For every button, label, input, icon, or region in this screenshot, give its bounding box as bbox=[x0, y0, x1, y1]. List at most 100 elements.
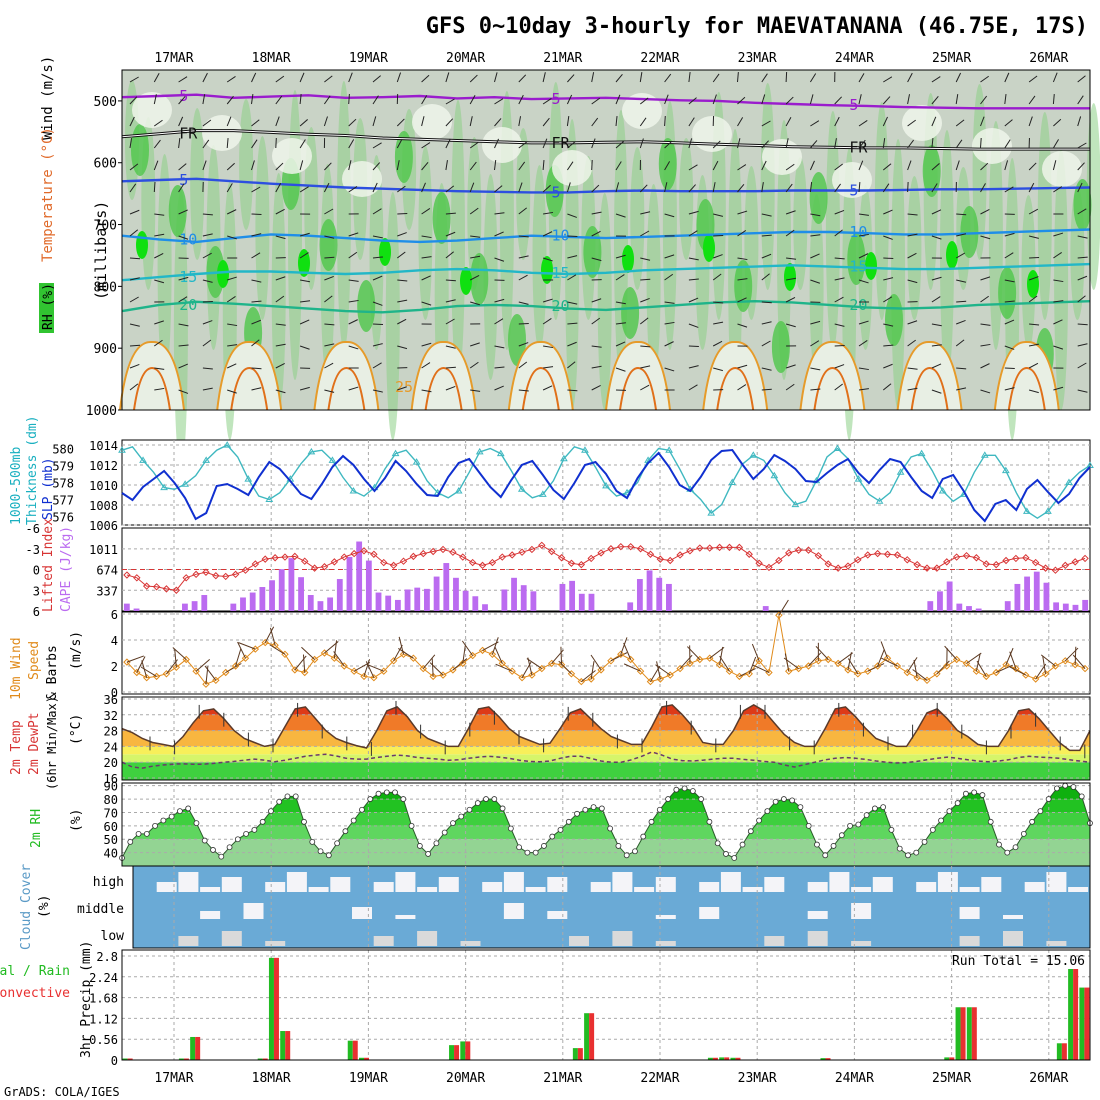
wind-speed-point bbox=[518, 673, 526, 682]
rh-point bbox=[367, 796, 374, 802]
cloud-label: Cloud Cover bbox=[19, 864, 34, 950]
wind-barb bbox=[761, 273, 770, 281]
cape-tick-label: 337 bbox=[96, 584, 118, 598]
date-label-top: 23MAR bbox=[738, 51, 777, 66]
cloud-middle-bar bbox=[503, 903, 524, 919]
wind-barb bbox=[956, 233, 967, 237]
wind-barb bbox=[737, 364, 748, 369]
wind-barb bbox=[396, 251, 406, 259]
thickness-point bbox=[1065, 478, 1073, 485]
wind-barb bbox=[664, 73, 672, 83]
wind-barb bbox=[834, 277, 845, 281]
isotherm-label: 5 bbox=[552, 183, 561, 201]
precip-convective-bar bbox=[577, 1048, 583, 1060]
li-point bbox=[281, 553, 289, 561]
wind-barb bbox=[226, 116, 232, 127]
moist-streak bbox=[728, 129, 743, 410]
thickness-point bbox=[1044, 507, 1052, 514]
surface-wind-barb bbox=[912, 669, 928, 681]
wind-barb bbox=[251, 160, 255, 171]
rh-point bbox=[524, 849, 531, 856]
rh-point bbox=[1004, 849, 1011, 856]
wind-barb bbox=[397, 185, 406, 193]
dry-patch bbox=[692, 116, 732, 152]
cape-bar bbox=[385, 595, 392, 611]
rh-point bbox=[590, 804, 597, 810]
thickness-point bbox=[118, 446, 126, 453]
surface-wind-barb bbox=[1042, 655, 1047, 674]
wind-barb bbox=[397, 318, 407, 325]
moist-core bbox=[432, 192, 451, 244]
wind-barb bbox=[688, 297, 699, 303]
wind-barb bbox=[567, 255, 578, 259]
rh-point bbox=[143, 830, 150, 837]
wind-barb bbox=[275, 389, 286, 394]
dewpt-label: 2m DewPt bbox=[27, 712, 42, 775]
precip-total-bar bbox=[572, 1048, 578, 1060]
wind-barb bbox=[907, 279, 918, 284]
wind-barb bbox=[1052, 160, 1057, 171]
rh-point bbox=[971, 789, 978, 796]
wind-barb bbox=[178, 116, 184, 127]
wind-barb bbox=[129, 257, 141, 260]
isotherm-label: 10 bbox=[849, 223, 867, 241]
slp-tick-label: 1008 bbox=[89, 499, 118, 513]
thickness-point bbox=[854, 475, 863, 482]
wind-barb bbox=[737, 229, 747, 237]
surface-wind-barb bbox=[610, 652, 628, 662]
moist-streak bbox=[679, 138, 694, 260]
rh-point bbox=[516, 844, 523, 851]
rh-point bbox=[565, 818, 572, 825]
surface-wind-barb bbox=[526, 658, 543, 670]
li-point bbox=[142, 582, 151, 590]
wind-barb bbox=[567, 301, 578, 305]
wind-barb bbox=[1077, 362, 1087, 369]
moist-core bbox=[319, 219, 338, 271]
li-point bbox=[735, 543, 744, 552]
temp2m-frame-outline bbox=[121, 696, 1091, 781]
wind-barb bbox=[712, 273, 722, 281]
pressure-tick-label: 1000 bbox=[86, 404, 117, 419]
wind-barb bbox=[907, 213, 918, 216]
surface-wind-barb bbox=[815, 645, 829, 660]
wind-barb bbox=[639, 138, 644, 149]
wind-barb bbox=[688, 184, 696, 193]
moist-streak bbox=[239, 99, 254, 230]
wind-barb bbox=[372, 116, 377, 127]
wind-barb bbox=[470, 235, 481, 238]
wind-speed-point bbox=[844, 666, 852, 674]
li-point bbox=[1031, 558, 1040, 567]
li-label: Lifted Index bbox=[41, 518, 56, 612]
wind-barb bbox=[980, 209, 990, 215]
wind-barb bbox=[348, 319, 358, 325]
wind-speed-point bbox=[745, 670, 753, 678]
precip-tick-label: 0.56 bbox=[89, 1033, 118, 1047]
surface-wind-barb bbox=[495, 663, 513, 672]
temp-tick-label: 24 bbox=[104, 740, 118, 754]
li-point bbox=[567, 559, 576, 567]
wind-barb bbox=[542, 138, 548, 149]
surface-wind-barb bbox=[294, 655, 307, 671]
cloud-high-bar bbox=[395, 872, 416, 892]
dry-patch bbox=[972, 128, 1012, 164]
wind-speed-point bbox=[231, 662, 240, 670]
precip-total-bar bbox=[966, 1007, 972, 1060]
rh-point bbox=[822, 852, 829, 859]
li-point bbox=[182, 574, 190, 582]
precip-convective-bar bbox=[285, 1031, 291, 1060]
wind-barb bbox=[542, 257, 553, 262]
rh-point bbox=[441, 829, 448, 836]
wind-speed-point bbox=[241, 654, 250, 662]
wind-barb bbox=[1004, 319, 1015, 325]
wind-speed-point bbox=[755, 657, 763, 665]
precip-total-bar bbox=[178, 1058, 184, 1060]
thickness-tick-label: 577 bbox=[52, 494, 74, 508]
wind-barb bbox=[980, 343, 991, 347]
li-point bbox=[538, 541, 546, 549]
wind-barb bbox=[494, 298, 505, 303]
dry-patch bbox=[902, 105, 942, 141]
wind-barb bbox=[469, 116, 473, 127]
isotherm-label: 20 bbox=[849, 296, 867, 314]
wind-barb bbox=[956, 300, 967, 303]
rh-point bbox=[1062, 782, 1069, 789]
